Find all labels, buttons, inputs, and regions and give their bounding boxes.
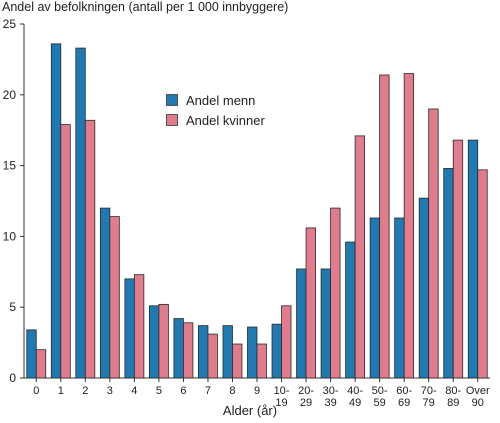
bar-kvinner (133, 274, 145, 379)
bar-kvinner (109, 216, 120, 379)
bar-kvinner (232, 343, 243, 379)
bar-menn (247, 326, 258, 379)
bar-kvinner (35, 349, 47, 379)
x-tick-label: 2 (82, 385, 88, 397)
bar-menn (222, 325, 233, 379)
x-tick-label: 80-89 (445, 385, 461, 409)
bar-menn (394, 217, 405, 379)
legend-swatch-menn (166, 94, 178, 106)
y-tick-label: 0 (9, 371, 16, 385)
bar-menn (271, 323, 282, 379)
legend-label-menn: Andel menn (186, 92, 256, 108)
bar-menn (26, 329, 37, 379)
legend-swatch-kvinner (166, 114, 178, 126)
bar-kvinner (60, 124, 71, 379)
bar-kvinner (256, 343, 267, 379)
bar-menn (296, 268, 307, 379)
x-tick-label: Over 90 (466, 385, 490, 409)
bar-kvinner (207, 333, 218, 379)
bar-menn (124, 278, 135, 379)
bar-kvinner (158, 303, 169, 379)
x-tick-label: 8 (229, 385, 235, 397)
x-tick-label: 0 (33, 385, 39, 397)
x-tick-label: 20-29 (298, 385, 314, 409)
y-axis-label: Andel av befolkningen (antall per 1 000 … (2, 0, 289, 14)
x-tick-label: 70-79 (421, 385, 437, 409)
bar-menn (345, 241, 356, 379)
bar-menn (50, 43, 62, 379)
bar-kvinner (84, 119, 96, 379)
bar-menn (320, 268, 331, 379)
bar-kvinner (452, 139, 464, 379)
x-tick-label: 40-49 (347, 385, 363, 409)
bar-menn (369, 217, 381, 379)
legend-item-menn: Andel menn (166, 90, 265, 110)
bar-menn (443, 168, 454, 379)
x-axis-label: Alder (år) (222, 403, 278, 418)
y-tick-label: 15 (3, 159, 17, 173)
bar-kvinner (183, 322, 194, 379)
x-tick-label: 9 (254, 385, 260, 397)
bar-menn (418, 197, 430, 379)
y-tick-label: 5 (9, 300, 16, 314)
x-tick-label: 10-19 (274, 385, 290, 409)
bar-kvinner (281, 305, 292, 379)
y-tick-label: 25 (3, 17, 17, 31)
bar-menn (467, 139, 479, 379)
bar-kvinner (305, 227, 316, 379)
x-tick-label: 1 (58, 385, 64, 397)
x-tick-label: 6 (180, 385, 186, 397)
bar-menn (75, 47, 86, 379)
bar-kvinner (379, 74, 390, 379)
bar-menn (148, 305, 160, 379)
bar-kvinner (428, 108, 439, 379)
bar-menn (173, 318, 184, 379)
bar-kvinner (477, 169, 488, 379)
x-tick-label: 5 (156, 385, 162, 397)
bar-kvinner (330, 207, 341, 379)
bar-menn (198, 325, 209, 379)
x-tick-label: 60-69 (396, 385, 412, 409)
x-tick-label: 4 (131, 385, 137, 397)
legend-label-kvinner: Andel kvinner (186, 112, 265, 128)
y-tick-label: 10 (3, 229, 17, 243)
bar-kvinner (403, 73, 415, 379)
bar-kvinner (354, 135, 366, 379)
legend: Andel menn Andel kvinner (166, 90, 265, 130)
y-tick-label: 20 (3, 88, 17, 102)
x-tick-label: 7 (205, 385, 211, 397)
x-tick-label: 3 (107, 385, 113, 397)
x-tick-label: 30-39 (323, 385, 339, 409)
legend-item-kvinner: Andel kvinner (166, 110, 265, 130)
bar-menn (99, 207, 111, 379)
x-tick-label: 50-59 (372, 385, 388, 409)
